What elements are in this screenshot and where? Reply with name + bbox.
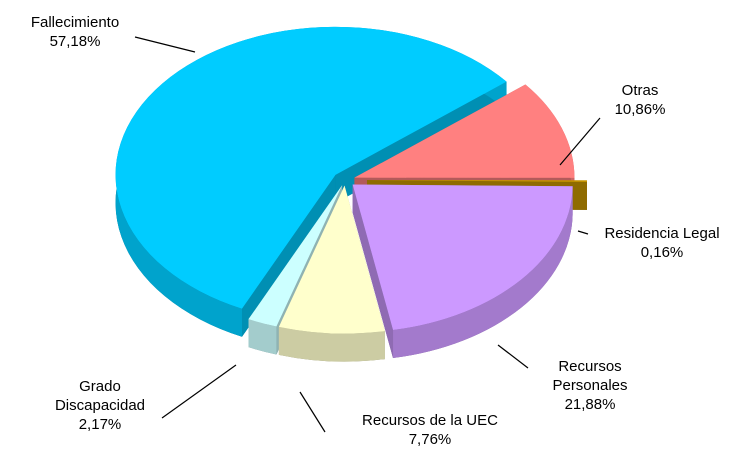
- slice-label: Grado Discapacidad 2,17%: [45, 377, 155, 434]
- value-label: 57,18%: [49, 33, 101, 50]
- leader-line: [497, 344, 529, 369]
- slice-rim: [278, 326, 385, 362]
- leader-line: [299, 391, 326, 433]
- leader-line: [134, 36, 196, 53]
- slice: [354, 84, 575, 178]
- value-label: 21,88%: [564, 395, 616, 413]
- category-label: Grado Discapacidad: [54, 377, 146, 414]
- slice: [278, 185, 385, 334]
- leader-line: [161, 364, 237, 419]
- slice-label: Residencia Legal 0,16%: [582, 224, 738, 262]
- category-label: Fallecimiento: [30, 14, 120, 31]
- category-label: Otras: [621, 82, 659, 99]
- category-label: Recursos de la UEC: [362, 412, 498, 429]
- slice: [352, 184, 573, 330]
- slice-rim: [248, 319, 277, 355]
- category-label: Residencia Legal: [604, 225, 720, 242]
- value-label: 10,86%: [614, 101, 666, 118]
- slice: [248, 185, 343, 327]
- value-label: 2,17%: [78, 415, 122, 433]
- slice-label: Otras 10,86%: [600, 81, 680, 119]
- slice-label: Recursos Personales 21,88%: [543, 357, 638, 414]
- slice-label: Recursos de la UEC 7,76%: [330, 411, 530, 449]
- leader-line: [559, 117, 601, 166]
- slice: [366, 180, 587, 182]
- slice-rim: [393, 186, 573, 358]
- slice: [115, 26, 507, 309]
- slice-face: [352, 184, 394, 358]
- slice-label: Fallecimiento 57,18%: [5, 13, 145, 51]
- leader-line: [577, 230, 589, 235]
- value-label: 0,16%: [640, 244, 684, 261]
- category-label: Recursos Personales: [552, 357, 628, 394]
- value-label: 7,76%: [408, 431, 452, 448]
